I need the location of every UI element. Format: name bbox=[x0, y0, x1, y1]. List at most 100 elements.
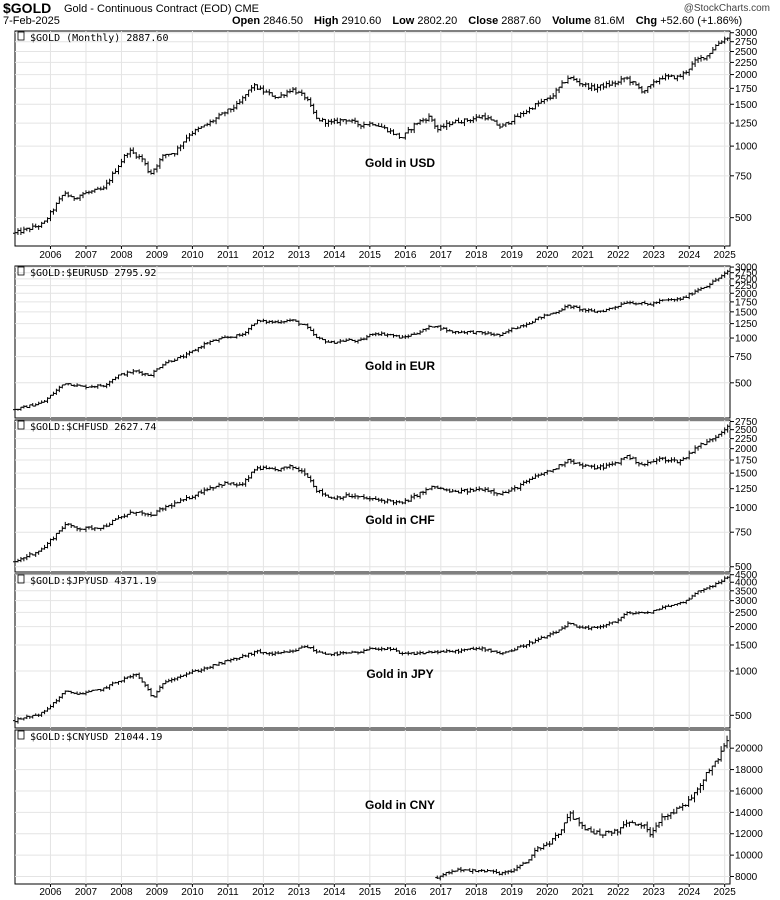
volume-value: 81.6M bbox=[594, 15, 625, 27]
open-value: 2846.50 bbox=[263, 15, 303, 27]
y-tick-label: 3500 bbox=[735, 586, 758, 597]
x-tick-label: 2014 bbox=[323, 887, 346, 898]
x-tick-label: 2017 bbox=[430, 887, 453, 898]
y-tick-label: 2000 bbox=[735, 289, 758, 300]
x-tick-label: 2007 bbox=[75, 887, 98, 898]
panel-title: Gold in JPY bbox=[366, 667, 433, 681]
x-tick-label: 2006 bbox=[39, 250, 62, 261]
ohlc-series bbox=[13, 36, 730, 236]
x-tick-label: 2010 bbox=[181, 250, 204, 261]
y-tick-label: 2000 bbox=[735, 70, 758, 81]
y-tick-label: 8000 bbox=[735, 872, 758, 883]
y-tick-label: 1250 bbox=[735, 319, 758, 330]
ohlc-legend-icon bbox=[17, 574, 25, 584]
y-tick-label: 750 bbox=[735, 171, 752, 182]
high-value: 2910.60 bbox=[341, 15, 382, 27]
ohlc-legend-icon bbox=[17, 420, 25, 430]
x-tick-label: 2023 bbox=[643, 887, 666, 898]
y-tick-label: 2250 bbox=[735, 434, 758, 445]
panel-title: Gold in USD bbox=[365, 156, 435, 170]
x-tick-label: 2023 bbox=[643, 250, 666, 261]
y-tick-label: 1000 bbox=[735, 142, 758, 153]
ohlc-series bbox=[13, 576, 730, 724]
panel-frame bbox=[14, 265, 731, 419]
chart-panel-5: 8000 10000 12000 14000 16000 18000 20000 $GOLD:… bbox=[14, 729, 763, 898]
x-tick-label: 2014 bbox=[323, 250, 346, 261]
x-tick-label: 2011 bbox=[217, 250, 239, 261]
y-tick-label: 750 bbox=[735, 528, 752, 539]
y-tick-label: 1250 bbox=[735, 119, 758, 130]
panel-frame bbox=[14, 30, 731, 247]
chart-panel-2: 500 750 1000 125015001750200022502500275030… bbox=[13, 263, 758, 419]
panel-frame bbox=[14, 419, 731, 573]
y-tick-label: 1000 bbox=[735, 334, 758, 345]
y-tick-label: 2500 bbox=[735, 274, 758, 285]
y-tick-label: 500 bbox=[735, 213, 752, 224]
x-tick-label: 2009 bbox=[146, 887, 169, 898]
x-tick-label: 2016 bbox=[394, 250, 417, 261]
quote-row: 7-Feb-2025 Open 2846.50 High 2910.60 Low… bbox=[0, 15, 780, 29]
x-tick-label: 2012 bbox=[252, 887, 275, 898]
x-tick-label: 2013 bbox=[288, 250, 311, 261]
close-value: 2887.60 bbox=[501, 15, 542, 27]
ohlc-series bbox=[13, 269, 730, 411]
x-tick-label: 2019 bbox=[501, 250, 524, 261]
y-tick-label: 2250 bbox=[735, 58, 758, 69]
y-tick-label: 1000 bbox=[735, 666, 758, 677]
panel-label: $GOLD:$JPYUSD 4371.19 bbox=[30, 576, 156, 587]
x-tick-label: 2019 bbox=[501, 887, 524, 898]
panel-title: Gold in CHF bbox=[365, 513, 434, 527]
x-tick-label: 2011 bbox=[217, 887, 239, 898]
y-tick-label: 1000 bbox=[735, 503, 758, 514]
x-tick-label: 2022 bbox=[607, 887, 630, 898]
ohlc-series bbox=[435, 735, 730, 881]
y-tick-label: 2750 bbox=[735, 268, 758, 279]
y-tick-label: 4000 bbox=[735, 578, 758, 589]
y-tick-label: 750 bbox=[735, 352, 752, 363]
panel-label: $GOLD:$CHFUSD 2627.74 bbox=[30, 422, 156, 433]
x-tick-label: 2022 bbox=[607, 250, 630, 261]
x-tick-label: 2020 bbox=[536, 887, 559, 898]
y-tick-label: 10000 bbox=[735, 851, 763, 862]
y-tick-label: 14000 bbox=[735, 808, 763, 819]
y-tick-label: 500 bbox=[735, 562, 752, 573]
quote-date: 7-Feb-2025 bbox=[3, 15, 60, 27]
y-tick-label: 3000 bbox=[735, 28, 758, 39]
x-tick-label: 2015 bbox=[359, 887, 382, 898]
x-tick-label: 2024 bbox=[678, 887, 701, 898]
x-tick-label: 2020 bbox=[536, 250, 559, 261]
y-tick-label: 500 bbox=[735, 378, 752, 389]
x-tick-label: 2018 bbox=[465, 887, 488, 898]
x-tick-label: 2008 bbox=[110, 887, 133, 898]
panel-label: $GOLD:$CNYUSD 21044.19 bbox=[30, 732, 162, 743]
x-tick-label: 2009 bbox=[146, 250, 169, 261]
x-tick-label: 2024 bbox=[678, 250, 701, 261]
x-tick-label: 2015 bbox=[359, 250, 382, 261]
y-tick-label: 3000 bbox=[735, 596, 758, 607]
x-tick-label: 2025 bbox=[714, 250, 737, 261]
x-tick-label: 2025 bbox=[714, 887, 737, 898]
x-tick-label: 2017 bbox=[430, 250, 453, 261]
change-value: +52.60 (+1.86%) bbox=[660, 15, 743, 27]
y-tick-label: 2250 bbox=[735, 281, 758, 292]
y-tick-label: 1750 bbox=[735, 297, 758, 308]
x-tick-label: 2016 bbox=[394, 887, 417, 898]
panel-label: $GOLD (Monthly) 2887.60 bbox=[30, 33, 168, 44]
x-tick-label: 2012 bbox=[252, 250, 275, 261]
panel-frame bbox=[14, 573, 731, 729]
symbol-label: $GOLD bbox=[3, 0, 52, 16]
chart-header-row: $GOLD Gold - Continuous Contract (EOD) C… bbox=[0, 0, 780, 16]
y-tick-label: 500 bbox=[735, 711, 752, 722]
y-tick-label: 1500 bbox=[735, 100, 758, 111]
quote-values: Open 2846.50 High 2910.60 Low 2802.20 Cl… bbox=[232, 15, 743, 27]
y-tick-label: 2500 bbox=[735, 47, 758, 58]
stockcharts-credit[interactable]: @StockCharts.com bbox=[683, 3, 770, 14]
y-tick-label: 16000 bbox=[735, 786, 763, 797]
x-tick-label: 2021 bbox=[572, 250, 595, 261]
y-tick-label: 12000 bbox=[735, 829, 763, 840]
y-tick-label: 1750 bbox=[735, 84, 758, 95]
x-tick-label: 2013 bbox=[288, 887, 311, 898]
ohlc-legend-icon bbox=[17, 730, 25, 740]
